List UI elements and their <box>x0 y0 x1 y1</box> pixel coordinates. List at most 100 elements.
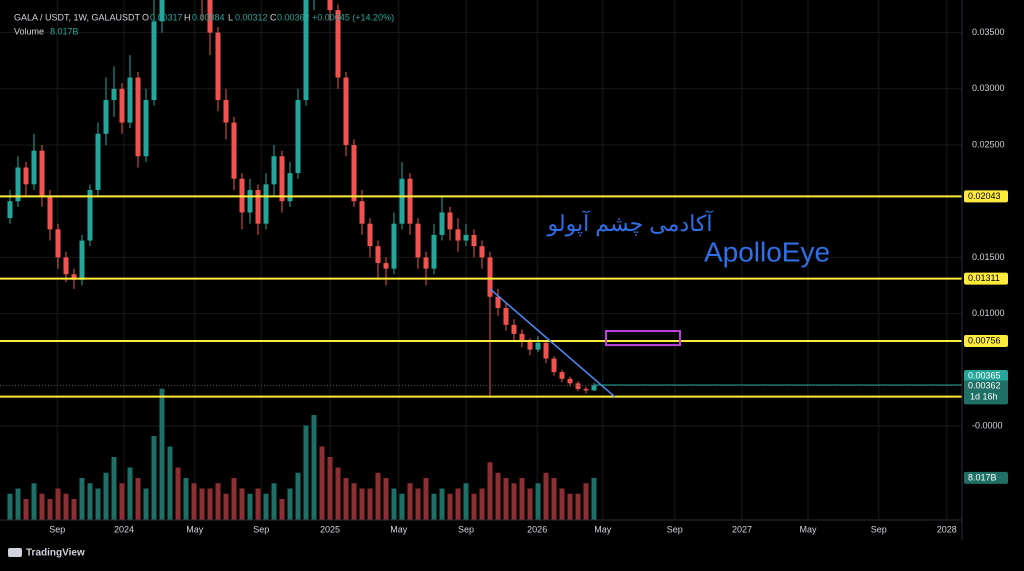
volume-bar <box>463 483 469 520</box>
candle-body <box>63 257 69 275</box>
x-tick-label: Sep <box>458 524 474 534</box>
candle-body <box>15 167 21 202</box>
volume-bar <box>399 493 405 520</box>
volume-bar <box>535 483 541 520</box>
volume-bar <box>335 467 341 520</box>
volume-bar <box>191 483 197 520</box>
candle-body <box>207 0 213 33</box>
candle-body <box>575 383 581 389</box>
volume-bar <box>367 488 373 520</box>
volume-bar <box>455 488 461 520</box>
tv-logo <box>8 548 22 557</box>
candle-body <box>95 133 101 190</box>
header-symbol: GALA / USDT, 1W, GALAUSDT <box>14 12 141 22</box>
volume-bar <box>551 477 557 520</box>
candle-body <box>511 324 517 334</box>
candle-body <box>7 201 13 219</box>
volume-bar <box>423 477 429 520</box>
level-tag <box>964 190 1008 203</box>
volume-bar <box>127 467 133 520</box>
candle-body <box>31 150 37 185</box>
volume-bar <box>279 498 285 520</box>
trendline <box>489 288 616 398</box>
level-label: 0.02043 <box>968 191 1001 201</box>
level-tag <box>964 272 1008 285</box>
alert-label: 0.00365 <box>968 370 1001 380</box>
candle-body <box>327 0 333 11</box>
volume-bar <box>391 488 397 520</box>
volume-bar <box>311 414 317 520</box>
y-tick-label: 0.03000 <box>972 83 1005 93</box>
footer-brand[interactable]: TradingView <box>26 548 85 559</box>
last-price-label: 0.00362 <box>968 381 1001 391</box>
candle-body <box>455 229 461 241</box>
y-tick-label: 0.01000 <box>972 308 1005 318</box>
level-label: 0.01311 <box>968 273 1000 283</box>
volume-bar <box>143 488 149 520</box>
candle-body <box>55 229 61 258</box>
candle-body <box>247 189 253 213</box>
candle-body <box>591 385 597 391</box>
candle-body <box>231 122 237 179</box>
candle-body <box>47 195 53 230</box>
volume-bar <box>87 483 93 520</box>
volume-bar <box>383 477 389 520</box>
candle-body <box>527 341 533 350</box>
volume-bar <box>503 477 509 520</box>
volume-bar <box>415 488 421 520</box>
candle-body <box>487 257 493 297</box>
volume-bar <box>479 488 485 520</box>
x-tick-label: Sep <box>253 524 269 534</box>
candle-body <box>559 372 565 379</box>
candle-body <box>535 342 541 350</box>
candle-body <box>23 167 29 185</box>
volume-bar <box>71 498 77 520</box>
candle-body <box>447 212 453 230</box>
candle-body <box>151 21 157 101</box>
y-tick-label: 0.03500 <box>972 27 1005 37</box>
c-label: C <box>270 12 277 22</box>
candle-body <box>271 156 277 185</box>
candle-body <box>383 263 389 269</box>
x-tick-label: Sep <box>667 524 683 534</box>
candle-body <box>111 88 117 101</box>
volume-bar <box>55 488 61 520</box>
candle-body <box>407 178 413 224</box>
volume-bar <box>239 488 245 520</box>
volume-bar <box>223 493 229 520</box>
candle-body <box>71 274 77 280</box>
candle-body <box>399 178 405 224</box>
volume-bar <box>559 488 565 520</box>
volume-bar <box>591 477 597 520</box>
x-tick-label: 2028 <box>937 524 957 534</box>
candle-body <box>471 234 477 247</box>
candle-body <box>359 201 365 224</box>
volume-tag-label: 8.017B <box>968 472 997 482</box>
volume-bar <box>407 483 413 520</box>
o-label: O <box>142 12 149 22</box>
candle-body <box>543 342 549 359</box>
volume-bar <box>199 488 205 520</box>
candle-body <box>439 212 445 235</box>
candle-body <box>519 333 525 342</box>
candle-body <box>79 240 85 280</box>
volume-bar <box>487 462 493 520</box>
candle-body <box>87 189 93 241</box>
countdown: 1d 16h <box>970 392 998 402</box>
volume-bar <box>103 472 109 520</box>
candle-body <box>39 150 45 196</box>
volume-bar <box>111 456 117 520</box>
volume-bar <box>39 493 45 520</box>
candle-body <box>479 246 485 258</box>
volume-tag <box>964 471 1008 484</box>
volume-bar <box>247 493 253 520</box>
candle-body <box>567 378 573 384</box>
change: +0.00045 (+14.20%) <box>312 12 394 22</box>
volume-bar <box>583 483 589 520</box>
volume-bar <box>159 388 165 520</box>
volume-bar <box>7 493 13 520</box>
h-label: H <box>184 12 191 22</box>
volume-bar <box>287 488 293 520</box>
candle-body <box>303 0 309 101</box>
